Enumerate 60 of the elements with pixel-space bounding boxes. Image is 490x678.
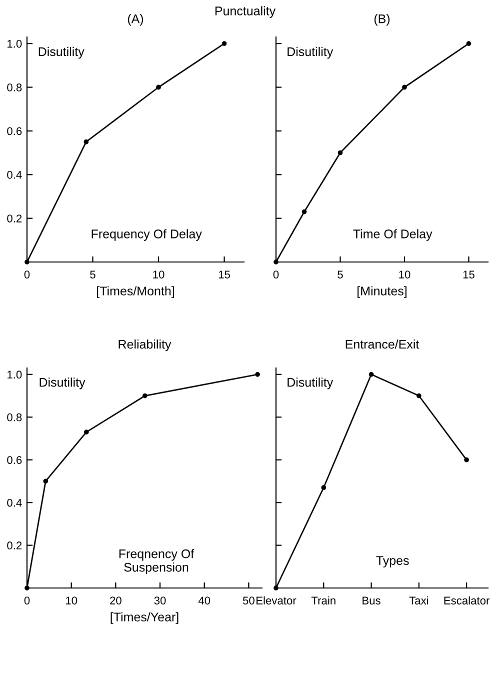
point <box>416 393 422 398</box>
chart-title: Reliability <box>118 339 172 352</box>
x-tick-label: Escalator <box>444 596 490 604</box>
annotation: Freqnency Of Suspension <box>119 549 194 574</box>
x-tick-label: 10 <box>399 270 410 278</box>
y-axis-title: Disutility <box>40 378 86 390</box>
y-tick-label: 0.6 <box>7 456 22 464</box>
point <box>156 84 161 90</box>
point <box>43 478 48 484</box>
x-axis-title: [Minutes] <box>358 286 406 298</box>
y-tick-label: 0.2 <box>7 542 22 550</box>
x-axis-title: [Times/Year] <box>110 612 178 624</box>
x-tick-label: 40 <box>198 596 210 604</box>
y-tick-label: 0.4 <box>7 170 22 179</box>
point <box>302 209 307 214</box>
y-tick-label: 0.2 <box>7 214 22 222</box>
x-tick-label: 20 <box>110 596 122 604</box>
point <box>466 41 472 46</box>
y-axis-title: Disutility <box>288 46 334 59</box>
y-tick-label: 0.6 <box>7 127 22 136</box>
y-tick-label: 0.8 <box>7 413 22 422</box>
annotation: Frequency Of Delay <box>92 229 202 241</box>
x-tick-label: 0 <box>24 270 30 278</box>
point <box>222 41 227 46</box>
annotation: Time Of Delay <box>353 229 432 241</box>
point <box>142 393 148 398</box>
x-tick-label: Train <box>311 596 336 604</box>
point <box>464 457 469 462</box>
point <box>321 485 326 490</box>
x-tick-label: 5 <box>90 270 96 278</box>
point <box>338 150 343 156</box>
x-tick-label: 10 <box>153 270 164 278</box>
x-tick-label: 15 <box>463 270 474 278</box>
y-tick-label: 1.0 <box>8 370 22 379</box>
y-axis-title: Disutility <box>288 378 334 390</box>
annotation: Types <box>376 556 409 568</box>
y-axis-title: Disutility <box>38 46 84 59</box>
point <box>368 372 374 377</box>
x-tick-label: 5 <box>338 270 343 278</box>
y-tick-label: 0.8 <box>7 84 22 92</box>
chart-title: Entrance/Exit <box>346 339 420 349</box>
point <box>255 372 260 377</box>
x-tick-label: 15 <box>218 270 230 278</box>
x-axis-title: [Times/Month] <box>97 286 174 298</box>
x-tick-label: 0 <box>24 596 30 604</box>
point <box>84 139 89 144</box>
chart-subtitle: (A) <box>128 14 144 26</box>
chart-title: Punctuality <box>215 6 276 18</box>
y-tick-label: 0.4 <box>7 498 22 507</box>
x-tick-label: Elevator <box>256 596 296 604</box>
x-tick-label: 0 <box>273 270 279 278</box>
x-tick-label: 50 <box>242 596 254 604</box>
point <box>84 430 89 435</box>
x-tick-label: Taxi <box>409 596 428 604</box>
point <box>402 84 407 90</box>
x-tick-label: 30 <box>154 596 166 604</box>
x-tick-label: 10 <box>66 596 78 604</box>
y-tick-label: 1.0 <box>8 40 22 48</box>
x-tick-label: Bus <box>362 596 380 604</box>
chart-subtitle: (B) <box>374 14 390 26</box>
